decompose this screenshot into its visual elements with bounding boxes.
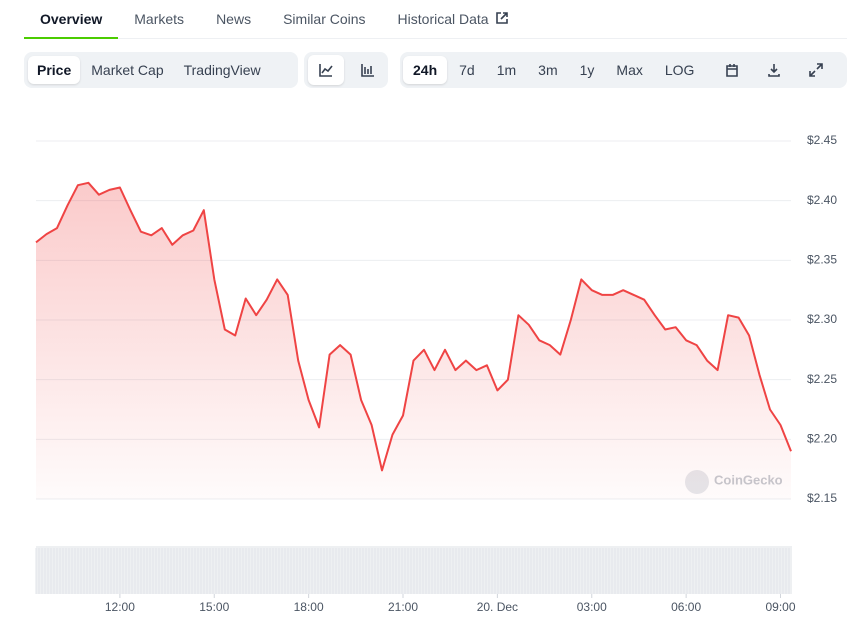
- mode-button[interactable]: Price: [28, 56, 81, 84]
- range-button-label: 1y: [579, 62, 595, 78]
- external-link-icon: [495, 12, 508, 24]
- mode-group: Price Market Cap TradingView: [24, 52, 298, 88]
- tab-label: Similar Coins: [283, 11, 366, 27]
- tab-label: Markets: [134, 11, 185, 27]
- x-tick-label: 09:00: [765, 600, 795, 614]
- icon: [768, 64, 781, 77]
- range-button-label: 3m: [538, 62, 558, 78]
- tab[interactable]: News: [200, 0, 267, 37]
- range-button[interactable]: 3m: [528, 56, 567, 84]
- range-button[interactable]: LOG: [655, 56, 705, 84]
- tab[interactable]: Historical Data: [382, 0, 525, 37]
- volume-area: [36, 546, 792, 594]
- y-tick-label: $2.30: [807, 312, 837, 326]
- tab-label: Overview: [40, 11, 103, 27]
- range-button[interactable]: 1m: [487, 56, 526, 84]
- watermark: CoinGecko: [685, 470, 783, 494]
- range-button-label: 1m: [496, 62, 517, 78]
- watermark-logo: [685, 470, 709, 494]
- fullscreen-button[interactable]: [796, 55, 836, 85]
- x-tick-label: 18:00: [294, 600, 324, 614]
- candle-icon: [361, 64, 374, 77]
- x-tick-label: 12:00: [105, 600, 135, 614]
- mode-button[interactable]: TradingView: [175, 56, 270, 84]
- mode-button-label: Price: [37, 62, 72, 78]
- candle-chart-button[interactable]: [350, 55, 386, 85]
- y-tick-label: $2.35: [807, 253, 837, 267]
- y-tick-label: $2.25: [807, 372, 837, 386]
- y-tick-label: $2.45: [807, 133, 837, 147]
- tab-label: News: [216, 11, 252, 27]
- watermark-text: CoinGecko: [714, 472, 783, 487]
- tab-bar: Overview Markets News Similar Coins Historic…: [24, 0, 847, 39]
- x-tick-label: 03:00: [577, 600, 607, 614]
- tab[interactable]: Similar Coins: [267, 0, 381, 37]
- range-button[interactable]: 7d: [449, 56, 485, 84]
- y-tick-label: $2.15: [807, 491, 837, 505]
- line-chart-button[interactable]: [308, 55, 344, 85]
- range-button[interactable]: 1y: [570, 56, 605, 84]
- range-button-label: 24h: [413, 62, 438, 78]
- chart-style-group: [304, 52, 388, 88]
- range-button-label: Max: [616, 62, 643, 78]
- line-icon: [319, 64, 333, 77]
- icon: [809, 63, 824, 77]
- range-button-label: LOG: [664, 62, 695, 78]
- x-tick-label: 15:00: [199, 600, 229, 614]
- range-group: 24h 7d 1m 3m 1y Max LOG: [400, 52, 847, 88]
- price-line: [35, 181, 792, 472]
- tab[interactable]: Overview: [24, 0, 119, 39]
- x-tick-label: 21:00: [388, 600, 418, 614]
- x-tick-label: 06:00: [671, 600, 701, 614]
- range-button[interactable]: 24h: [403, 56, 448, 84]
- icon: [726, 64, 739, 77]
- calendar-button[interactable]: [712, 55, 752, 85]
- price-area: [36, 182, 791, 500]
- range-button-label: 7d: [459, 62, 475, 78]
- tab-label: Historical Data: [397, 11, 489, 27]
- tab[interactable]: Markets: [118, 0, 200, 37]
- x-tick-label: 20. Dec: [477, 600, 518, 614]
- download-button[interactable]: [754, 55, 794, 85]
- mode-button-label: Market Cap: [91, 62, 164, 78]
- mode-button-label: TradingView: [183, 62, 261, 78]
- y-tick-label: $2.40: [807, 193, 837, 207]
- range-button[interactable]: Max: [606, 56, 652, 84]
- mode-button[interactable]: Market Cap: [82, 56, 172, 84]
- y-tick-label: $2.20: [807, 432, 837, 446]
